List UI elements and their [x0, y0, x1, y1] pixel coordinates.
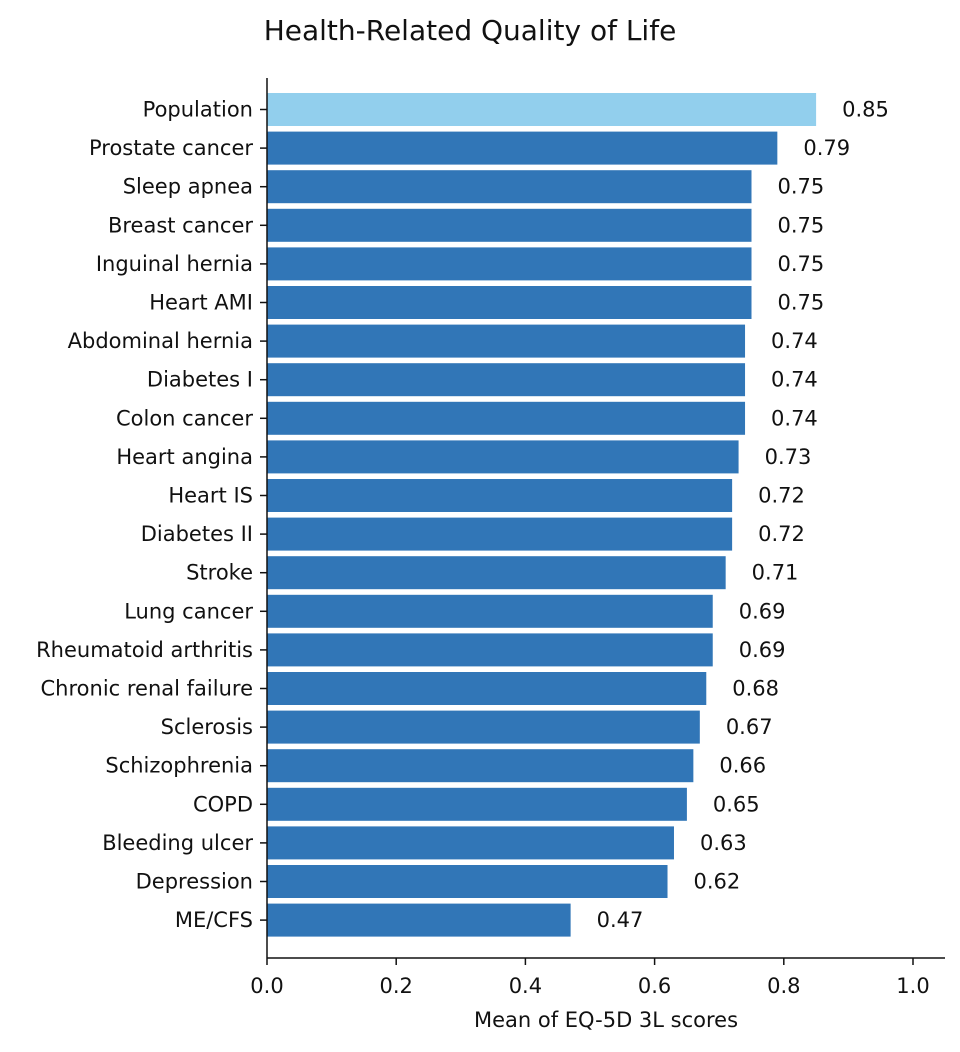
data-label: 0.62	[694, 870, 741, 894]
data-label: 0.79	[803, 136, 850, 160]
bar	[267, 903, 571, 937]
data-label: 0.66	[719, 754, 766, 778]
data-label: 0.69	[739, 599, 786, 623]
bar	[267, 131, 778, 165]
data-label: 0.67	[726, 715, 773, 739]
bar	[267, 826, 674, 860]
bar	[267, 401, 746, 435]
data-label: 0.75	[778, 252, 825, 276]
bar	[267, 363, 746, 397]
bar	[267, 208, 752, 242]
y-tick-label: Chronic renal failure	[41, 677, 253, 701]
y-tick-label: Diabetes I	[147, 368, 253, 392]
data-label: 0.75	[778, 213, 825, 237]
y-tick-label: Lung cancer	[124, 599, 253, 623]
y-tick-label: Abdominal hernia	[68, 329, 253, 353]
bar	[267, 93, 817, 126]
data-label: 0.72	[758, 522, 805, 546]
data-label: 0.74	[771, 406, 818, 430]
y-tick-label: Inguinal hernia	[96, 252, 253, 276]
x-tick-label: 1.0	[896, 974, 929, 998]
bar	[267, 710, 700, 744]
data-label: 0.63	[700, 831, 747, 855]
data-label: 0.68	[732, 677, 779, 701]
x-axis-label: Mean of EQ-5D 3L scores	[474, 1008, 738, 1032]
bar	[267, 672, 707, 705]
y-tick-label: Sleep apnea	[123, 175, 253, 199]
y-tick-label: Rheumatoid arthritis	[36, 638, 253, 662]
bar	[267, 749, 694, 783]
data-label: 0.74	[771, 329, 818, 353]
y-tick-label: COPD	[193, 792, 253, 816]
data-label: 0.71	[752, 561, 799, 585]
y-tick-label: Heart angina	[116, 445, 253, 469]
data-label: 0.85	[842, 98, 889, 122]
y-tick-label: Diabetes II	[141, 522, 253, 546]
bar	[267, 286, 752, 319]
y-tick-label: Depression	[136, 870, 253, 894]
y-tick-label: Prostate cancer	[89, 136, 253, 160]
y-tick-label: Bleeding ulcer	[102, 831, 253, 855]
data-label: 0.75	[778, 291, 825, 315]
x-tick-label: 0.8	[767, 974, 800, 998]
data-label: 0.74	[771, 368, 818, 392]
bar	[267, 170, 752, 204]
bar	[267, 865, 668, 898]
y-tick-label: Stroke	[186, 561, 253, 585]
bar	[267, 594, 713, 628]
y-tick-label: Schizophrenia	[105, 754, 253, 778]
data-label: 0.65	[713, 792, 760, 816]
bar	[267, 517, 733, 551]
bar	[267, 787, 687, 821]
bar	[267, 479, 733, 512]
y-tick-label: Sclerosis	[161, 715, 253, 739]
chart-title: Health-Related Quality of Life	[264, 14, 677, 47]
x-tick-label: 0.6	[638, 974, 671, 998]
x-tick-label: 0.2	[379, 974, 412, 998]
data-label: 0.73	[765, 445, 812, 469]
y-tick-label: ME/CFS	[175, 908, 253, 932]
bar	[267, 556, 726, 590]
y-tick-label: Population	[143, 98, 253, 122]
y-tick-label: Heart AMI	[149, 291, 253, 315]
x-tick-label: 0.4	[509, 974, 542, 998]
bar	[267, 247, 752, 281]
y-tick-label: Heart IS	[168, 484, 253, 508]
bar	[267, 633, 713, 667]
bar	[267, 324, 746, 358]
y-tick-label: Colon cancer	[116, 406, 253, 430]
data-label: 0.75	[778, 175, 825, 199]
x-tick-label: 0.0	[250, 974, 283, 998]
y-tick-label: Breast cancer	[108, 213, 253, 237]
data-label: 0.47	[597, 908, 644, 932]
data-label: 0.69	[739, 638, 786, 662]
bar	[267, 440, 739, 474]
data-label: 0.72	[758, 484, 805, 508]
